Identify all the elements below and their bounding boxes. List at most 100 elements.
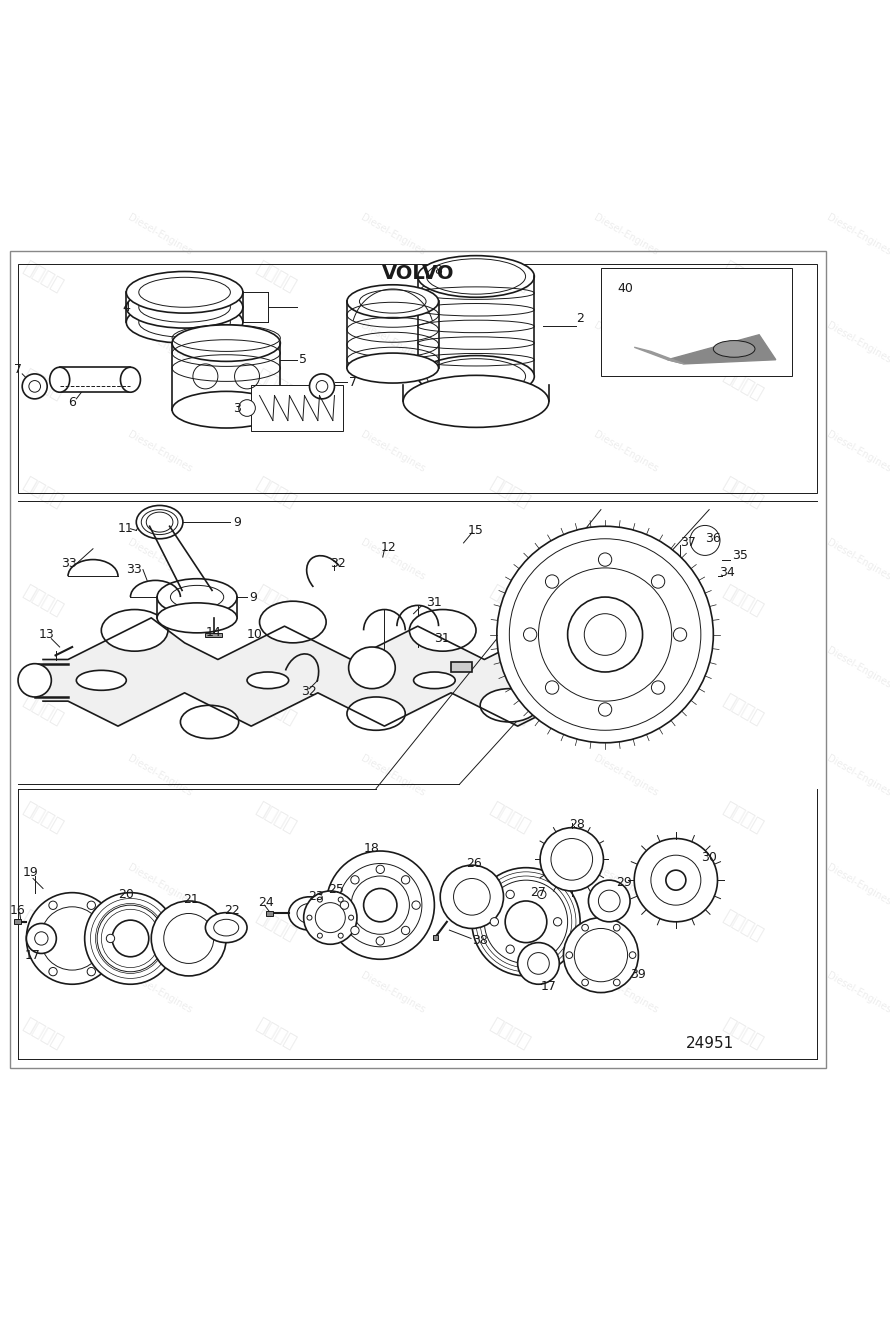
Text: 紫发动力: 紫发动力 [719,475,765,512]
Text: 紫发动力: 紫发动力 [253,1016,299,1053]
Text: 4: 4 [122,301,130,314]
Text: 8: 8 [434,264,442,277]
Text: 26: 26 [466,857,481,871]
Text: Diesel-Engines: Diesel-Engines [592,537,659,582]
Circle shape [613,925,620,931]
Circle shape [674,628,687,641]
Circle shape [303,892,357,944]
Ellipse shape [126,272,243,313]
Text: VOLVO: VOLVO [382,264,454,284]
Text: 7: 7 [14,363,22,376]
Circle shape [49,901,57,909]
Text: 紫发动力: 紫发动力 [20,907,66,944]
Text: 紫发动力: 紫发动力 [253,691,299,728]
Text: Diesel-Engines: Diesel-Engines [125,971,193,1016]
Text: Diesel-Engines: Diesel-Engines [825,321,890,365]
Text: 7: 7 [350,376,358,389]
Ellipse shape [126,302,243,343]
Ellipse shape [181,706,239,739]
Text: Diesel-Engines: Diesel-Engines [359,971,426,1016]
Circle shape [22,373,47,398]
Text: 16: 16 [10,905,26,918]
Ellipse shape [120,367,141,392]
Circle shape [563,918,638,993]
Circle shape [588,880,630,922]
Ellipse shape [409,609,476,652]
Circle shape [29,934,38,943]
Circle shape [27,893,118,984]
Circle shape [538,890,546,898]
Text: 紫发动力: 紫发动力 [719,583,765,620]
Text: 18: 18 [364,842,379,855]
Circle shape [538,944,546,954]
Text: 6: 6 [68,396,76,409]
Text: 紫发动力: 紫发动力 [20,691,66,728]
Text: Diesel-Engines: Diesel-Engines [825,212,890,257]
Ellipse shape [260,601,326,642]
Circle shape [106,934,115,943]
Circle shape [27,923,56,954]
Text: Diesel-Engines: Diesel-Engines [592,212,659,257]
Circle shape [582,979,588,985]
Text: 紫发动力: 紫发动力 [253,475,299,512]
Ellipse shape [714,340,755,357]
Text: 29: 29 [616,876,632,889]
Ellipse shape [347,696,405,731]
Circle shape [566,952,572,959]
Text: 25: 25 [328,882,344,896]
Circle shape [497,526,714,743]
Text: 紫发动力: 紫发动力 [20,799,66,836]
Circle shape [376,865,384,873]
Text: Diesel-Engines: Diesel-Engines [359,429,426,474]
Text: Diesel-Engines: Diesel-Engines [359,645,426,690]
Circle shape [340,901,349,909]
Text: 11: 11 [118,522,134,536]
Text: 紫发动力: 紫发动力 [253,259,299,295]
Text: Diesel-Engines: Diesel-Engines [825,861,890,906]
Text: Diesel-Engines: Diesel-Engines [592,645,659,690]
Text: 24: 24 [258,896,273,909]
Circle shape [490,918,498,926]
Text: Diesel-Engines: Diesel-Engines [359,861,426,906]
Ellipse shape [403,376,549,427]
Ellipse shape [158,603,237,633]
Ellipse shape [481,689,538,721]
Ellipse shape [172,392,280,427]
Ellipse shape [126,286,243,328]
Text: 紫发动力: 紫发动力 [486,367,532,404]
Bar [60,367,131,392]
Text: 33: 33 [61,557,77,570]
Text: 12: 12 [380,541,396,554]
Circle shape [554,918,562,926]
Ellipse shape [349,648,395,689]
Text: 紫发动力: 紫发动力 [719,691,765,728]
Text: Diesel-Engines: Diesel-Engines [125,321,193,365]
Text: 紫发动力: 紫发动力 [20,367,66,404]
Bar [14,919,20,925]
Text: 15: 15 [468,524,483,537]
Bar [601,268,792,376]
Text: Diesel-Engines: Diesel-Engines [359,321,426,365]
Circle shape [87,967,95,976]
Polygon shape [668,335,776,364]
Circle shape [598,703,611,716]
Circle shape [598,553,611,566]
Circle shape [351,926,359,935]
Text: 32: 32 [301,685,317,698]
Ellipse shape [288,897,330,930]
Text: 紫发动力: 紫发动力 [253,583,299,620]
Text: 3: 3 [233,401,241,414]
Text: Diesel-Engines: Diesel-Engines [592,429,659,474]
Ellipse shape [347,285,439,318]
Text: 22: 22 [224,905,240,918]
Circle shape [412,901,420,909]
Text: Diesel-Engines: Diesel-Engines [825,971,890,1016]
Text: Diesel-Engines: Diesel-Engines [359,212,426,257]
Circle shape [629,952,635,959]
Circle shape [401,876,409,884]
Circle shape [506,944,514,954]
Text: Diesel-Engines: Diesel-Engines [592,321,659,365]
Ellipse shape [50,367,69,392]
Ellipse shape [77,670,126,690]
Text: 9: 9 [233,516,241,529]
